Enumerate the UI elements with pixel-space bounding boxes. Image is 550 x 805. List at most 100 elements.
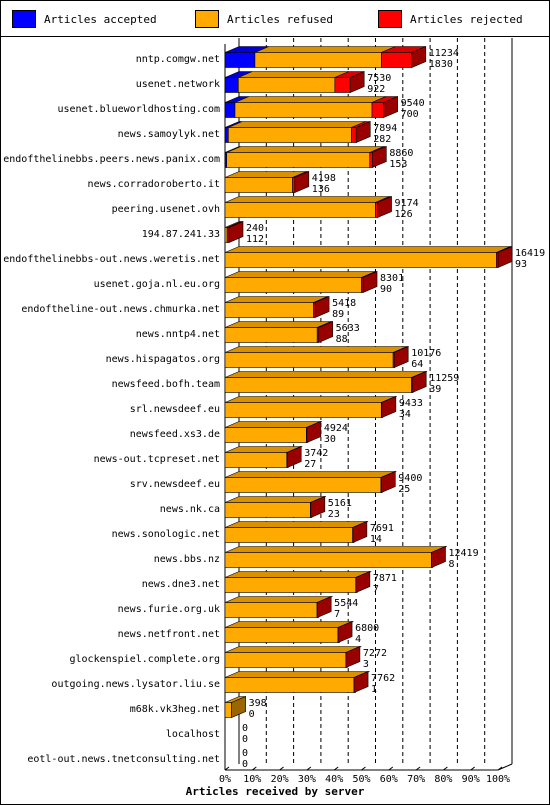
value-label-total: 5418 [332,298,356,309]
bar-refused-top [224,621,353,628]
x-tick [497,766,503,771]
value-label-rejected: 1 [371,684,377,695]
value-label-total: 0 [242,723,248,734]
bar-refused-front [238,77,336,93]
row-label: srl.newsdeef.eu [130,404,220,415]
bar-end [355,121,371,143]
value-label-rejected: 3 [363,659,369,670]
value-label-total: 7762 [371,673,395,684]
bar-accepted-front [224,77,239,93]
value-label-rejected: 88 [336,334,348,345]
value-label-total: 16419 [515,248,545,259]
bar-refused-top [254,46,396,53]
value-label-total: 4198 [312,173,336,184]
bar-end [228,221,244,243]
value-label-total: 3742 [304,448,328,459]
bar-end [377,196,392,218]
row-label: news.nntp4.net [136,329,220,340]
bar-rejected-front [371,102,384,118]
value-label-total: 7691 [370,523,394,534]
bar-end [393,346,409,368]
bar-rejected-front [381,52,413,68]
x-tick-label: 80% [434,774,452,785]
x-tick [415,766,421,771]
row-label: endofthelinebbs-out.news.weretis.net [3,254,220,265]
value-label-rejected: 700 [401,109,419,120]
grid [238,38,513,764]
value-label-rejected: 14 [370,534,382,545]
bar-end [362,271,378,293]
value-label-total: 7894 [373,123,397,134]
bar-refused-front [224,527,353,543]
x-tick [470,766,476,771]
bar-refused-front [224,502,311,518]
x-tick-label: 40% [325,774,343,785]
x-tick [361,766,366,771]
bar-end [345,646,361,668]
bar-refused [224,246,511,268]
value-label-total: 9433 [399,398,423,409]
bar-end [355,571,371,593]
value-label-total: 7530 [367,73,391,84]
bar-refused [238,71,349,93]
row-label: nntp.comgw.net [136,54,220,65]
row-label: eotl-out.news.tnetconsulting.net [27,754,220,765]
bar-refused-front [224,252,497,268]
bar-refused-top [224,346,408,353]
bar-refused-front [234,102,373,118]
value-label-rejected: 93 [515,259,527,270]
bar-refused-front [224,702,232,718]
row-label: news.nk.ca [160,504,220,515]
bar-end [372,146,387,168]
value-label-total: 7272 [363,648,387,659]
value-label-rejected: 4 [355,634,361,645]
bar-refused [224,471,395,493]
x-tick-label: 60% [380,774,398,785]
value-label-total: 8301 [380,273,404,284]
bar-refused [224,196,390,218]
bar-refused-front [224,652,347,668]
bar-refused-front [224,202,376,218]
bar-refused-top [224,546,446,553]
legend: Articles accepted Articles refused Artic… [0,0,550,37]
row-label: 194.87.241.33 [142,229,220,240]
value-label-rejected: 64 [411,359,423,370]
row-label: news.dne3.net [142,579,220,590]
bar-end [431,546,446,568]
bar-refused-front [226,152,371,168]
value-label-total: 10176 [411,348,441,359]
bar-refused [228,121,366,143]
value-label-rejected: 34 [399,409,411,420]
value-label-total: 8860 [389,148,413,159]
bar-refused-top [224,596,332,603]
bar-end [353,671,369,693]
x-tick-label: 100% [486,774,510,785]
legend-swatch-refused [195,10,219,28]
bar-end [349,71,365,93]
bar-refused [224,671,369,693]
value-label-rejected: 89 [332,309,344,320]
value-label-total: 5544 [334,598,358,609]
bar-refused-front [224,327,318,343]
legend-label-accepted: Articles accepted [44,12,157,26]
bar-refused-front [224,677,355,693]
legend-swatch-rejected [378,10,402,28]
row-label: peering.usenet.ovh [112,204,220,215]
bar-refused-top [224,421,321,428]
row-label: m68k.vk3heg.net [130,704,220,715]
bar-refused-front [224,352,394,368]
bar-refused-top [224,196,390,203]
row-label: news.bbs.nz [154,554,220,565]
value-label-rejected: 25 [398,484,410,495]
bar-refused-top [224,646,360,653]
bar-refused-top [224,396,396,403]
bar-end [316,596,332,618]
bar-end [352,521,368,543]
row-label: newsfeed.bofh.team [112,379,220,390]
value-label-rejected: 282 [373,134,391,145]
value-label-rejected: 112 [246,234,264,245]
value-label-total: 5633 [336,323,360,334]
value-label-rejected: 90 [380,284,392,295]
value-label-total: 9174 [395,198,419,209]
bar-refused-top [224,246,511,253]
